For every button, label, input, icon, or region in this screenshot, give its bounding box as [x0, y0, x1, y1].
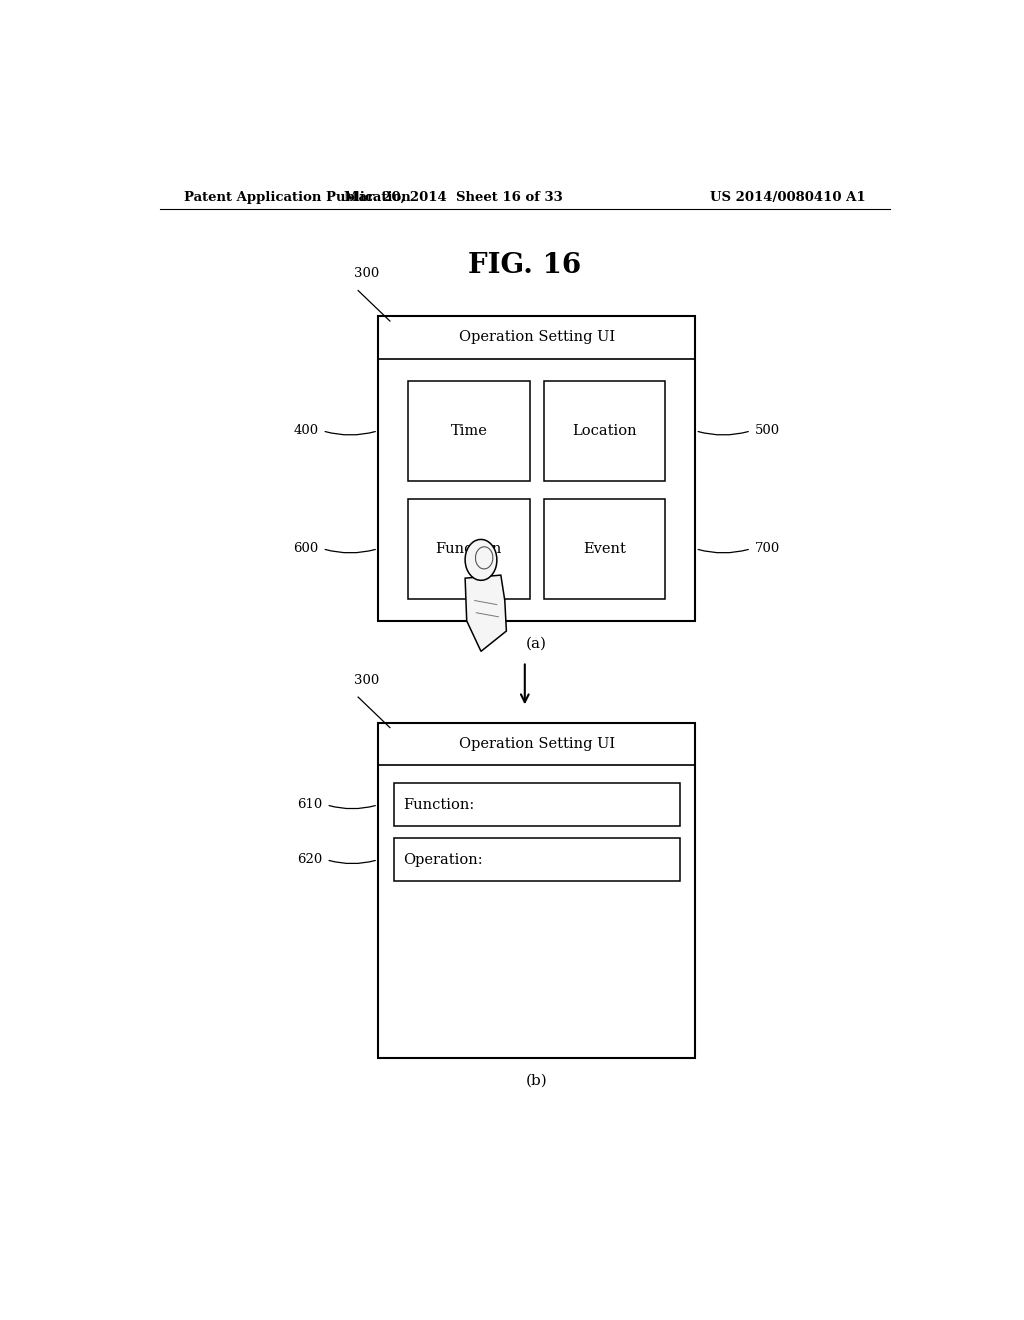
Text: 610: 610: [297, 799, 323, 812]
Text: 300: 300: [354, 268, 380, 280]
Text: (a): (a): [526, 636, 547, 651]
Text: Time: Time: [451, 424, 487, 438]
Bar: [394, 838, 680, 880]
Bar: [544, 381, 666, 480]
Text: US 2014/0080410 A1: US 2014/0080410 A1: [711, 190, 866, 203]
Bar: [378, 722, 695, 1057]
Text: Patent Application Publication: Patent Application Publication: [183, 190, 411, 203]
Text: Operation Setting UI: Operation Setting UI: [459, 330, 614, 345]
Bar: [378, 315, 695, 620]
Text: Function: Function: [435, 541, 502, 556]
Bar: [409, 499, 529, 598]
Text: Event: Event: [583, 541, 626, 556]
Text: Function:: Function:: [403, 797, 475, 812]
Text: 700: 700: [755, 543, 780, 556]
Text: Operation Setting UI: Operation Setting UI: [459, 737, 614, 751]
Text: FIG. 16: FIG. 16: [468, 252, 582, 279]
Text: 300: 300: [354, 675, 380, 686]
Ellipse shape: [465, 540, 497, 581]
Text: Operation:: Operation:: [403, 853, 483, 867]
Text: Location: Location: [572, 424, 637, 438]
Text: (b): (b): [526, 1073, 548, 1088]
Polygon shape: [465, 576, 507, 651]
Bar: [409, 381, 529, 480]
Text: Mar. 20, 2014  Sheet 16 of 33: Mar. 20, 2014 Sheet 16 of 33: [344, 190, 563, 203]
Text: 400: 400: [293, 424, 318, 437]
Bar: [394, 784, 680, 826]
Text: 620: 620: [297, 853, 323, 866]
Text: 500: 500: [755, 424, 780, 437]
Text: 600: 600: [293, 543, 318, 556]
Bar: [544, 499, 666, 598]
